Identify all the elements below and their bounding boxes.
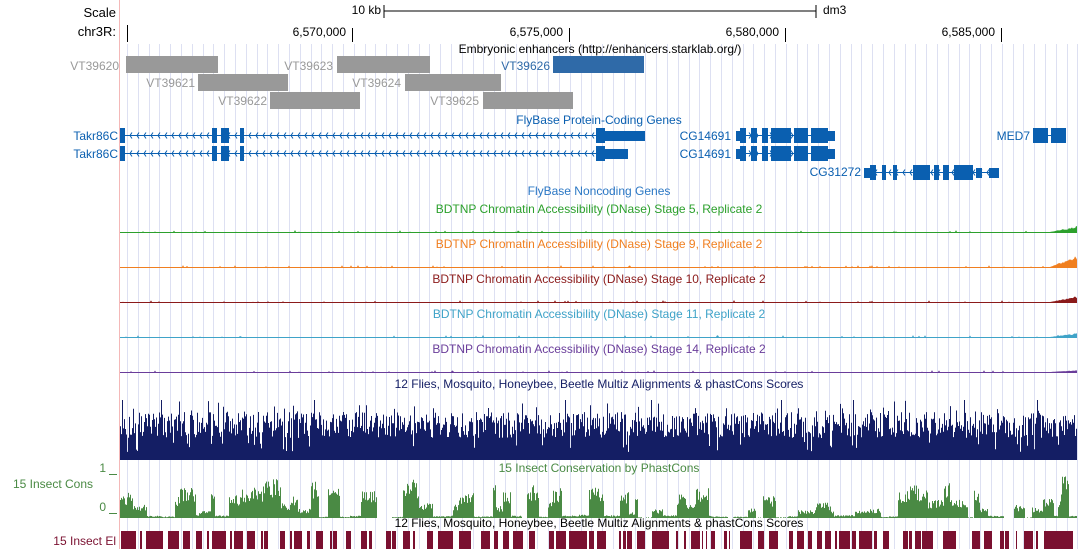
enhancer-label: VT39620 [70,59,119,73]
track-title: BDTNP Chromatin Accessibility (DNase) St… [436,202,763,216]
track-title: 12 Flies, Mosquito, Honeybee, Beetle Mul… [395,377,804,391]
enhancer-feature[interactable]: VT39624 [352,74,501,91]
gene-label: CG14691 [680,129,732,143]
phastcons-signal [120,476,1077,518]
conserved-elements-blocks [121,531,1073,549]
ruler-position-label: 6,570,000 [293,25,347,39]
enhancer-block[interactable] [126,56,218,73]
conserved-elements-track[interactable]: 12 Flies, Mosquito, Honeybee, Beetle Mul… [53,516,1073,549]
scale-bar [383,5,817,18]
protein-coding-genes-track[interactable]: FlyBase Protein-Coding Genes Takr86C Tak… [73,113,1066,180]
enhancer-feature[interactable]: VT39625 [430,92,573,109]
enhancer-block[interactable] [483,92,573,109]
ruler-position-label: 6,575,000 [510,25,564,39]
track-title: FlyBase Noncoding Genes [528,184,671,198]
ruler-track[interactable]: Scale 10 kb dm3 chr3R: 6,570,000 6,575,0… [78,3,1002,42]
ruler-position-label: 6,580,000 [726,25,780,39]
enhancers-track[interactable]: Embryonic enhancers (http://enhancers.st… [70,42,741,109]
track-title: 12 Flies, Mosquito, Honeybee, Beetle Mul… [395,516,804,530]
track-title: Embryonic enhancers (http://enhancers.st… [459,42,742,56]
scale-bar-label: 10 kb [352,3,382,17]
gene-med7[interactable]: MED7 [997,128,1066,143]
enhancer-label: VT39625 [430,94,479,108]
dnase-track-stage5[interactable]: BDTNP Chromatin Accessibility (DNase) St… [120,202,1077,233]
dnase-track-stage10[interactable]: BDTNP Chromatin Accessibility (DNase) St… [120,272,1077,303]
gene-cg14691-2[interactable]: CG14691 [680,146,835,161]
track-title: BDTNP Chromatin Accessibility (DNase) St… [432,272,766,286]
ruler-position-label: 6,585,000 [942,25,996,39]
enhancer-feature[interactable]: VT39622 [218,92,360,109]
enhancer-block[interactable] [553,56,644,73]
gene-label: Takr86C [73,129,118,143]
side-label: 15 Insect El [53,534,116,548]
gene-label: CG31272 [810,165,862,179]
assembly-label: dm3 [823,3,847,17]
enhancer-block[interactable] [337,56,430,73]
ruler-ticks [352,28,1002,42]
gene-label: Takr86C [73,147,118,161]
gene-label: MED7 [997,129,1031,143]
enhancer-label: VT39624 [352,76,401,90]
track-title: FlyBase Protein-Coding Genes [516,113,681,127]
enhancer-label: VT39621 [146,76,195,90]
enhancer-feature-highlighted[interactable]: VT39626 [501,56,644,73]
multiz-track[interactable]: 12 Flies, Mosquito, Honeybee, Beetle Mul… [120,377,1077,460]
enhancer-label: VT39622 [218,94,267,108]
y-max-label: 1 [99,461,106,475]
enhancer-feature[interactable]: VT39621 [146,74,288,91]
enhancer-block[interactable] [198,74,288,91]
enhancer-feature[interactable]: VT39620 [70,56,218,73]
chrom-label: chr3R: [78,24,116,39]
gene-takr86c-2[interactable]: Takr86C [73,146,628,161]
enhancer-block[interactable] [405,74,501,91]
track-title: BDTNP Chromatin Accessibility (DNase) St… [432,342,766,356]
enhancer-label: VT39626 [501,59,550,73]
enhancer-feature[interactable]: VT39623 [284,56,430,73]
dnase-track-stage9[interactable]: BDTNP Chromatin Accessibility (DNase) St… [120,237,1077,268]
dnase-track-stage14[interactable]: BDTNP Chromatin Accessibility (DNase) St… [120,342,1077,373]
side-label: 15 Insect Cons [13,477,93,491]
noncoding-genes-track[interactable]: FlyBase Noncoding Genes [528,184,671,198]
gene-label: CG14691 [680,147,732,161]
phastcons-track[interactable]: 15 Insect Conservation by PhastCons 15 I… [13,461,1077,518]
scale-label: Scale [83,5,116,20]
y-min-label: 0 [99,500,106,514]
track-title: BDTNP Chromatin Accessibility (DNase) St… [436,237,763,251]
track-title: BDTNP Chromatin Accessibility (DNase) St… [433,307,766,321]
enhancer-label: VT39623 [284,59,333,73]
track-title: 15 Insect Conservation by PhastCons [499,461,700,475]
multiz-signal [120,400,1077,460]
gene-cg14691-1[interactable]: CG14691 [680,128,835,143]
enhancer-block[interactable] [270,92,360,109]
gene-takr86c-1[interactable]: Takr86C [73,128,645,143]
dnase-track-stage11[interactable]: BDTNP Chromatin Accessibility (DNase) St… [120,307,1077,338]
gene-cg31272[interactable]: CG31272 [810,165,999,180]
